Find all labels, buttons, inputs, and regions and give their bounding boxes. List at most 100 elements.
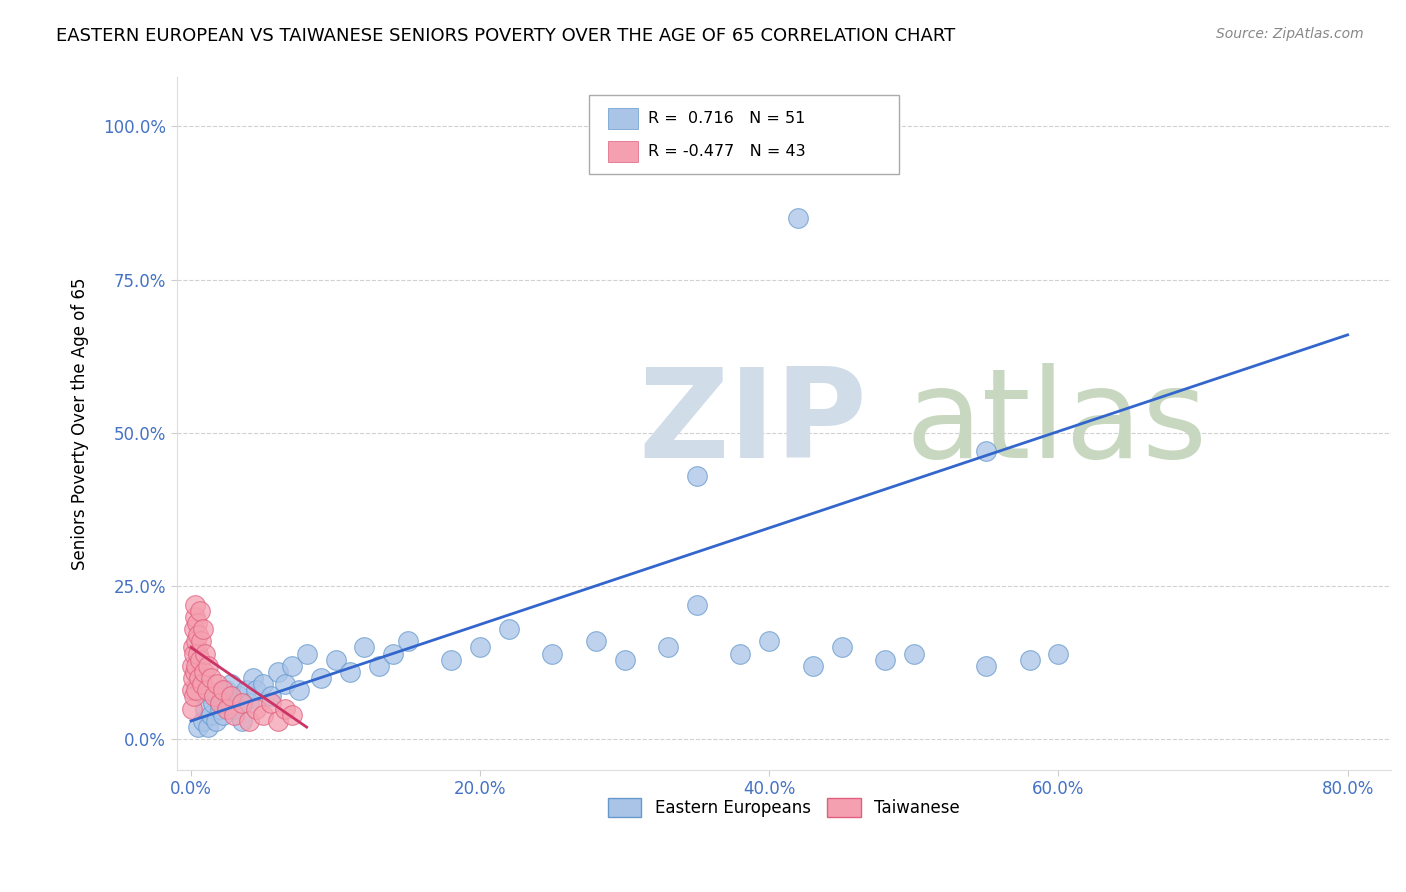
Point: [231, 696, 253, 710]
Point: [238, 714, 260, 728]
Point: [181, 702, 204, 716]
Point: [218, 696, 240, 710]
Point: [325, 653, 347, 667]
Point: [205, 690, 228, 704]
Point: [831, 640, 853, 655]
Point: [686, 468, 709, 483]
Y-axis label: Seniors Poverty Over the Age of 65: Seniors Poverty Over the Age of 65: [72, 277, 89, 570]
Point: [191, 622, 214, 636]
FancyBboxPatch shape: [607, 142, 638, 162]
Point: [228, 690, 250, 704]
FancyBboxPatch shape: [607, 108, 638, 128]
Point: [686, 598, 709, 612]
Point: [974, 444, 997, 458]
Point: [221, 677, 243, 691]
Text: ZIP: ZIP: [638, 363, 866, 484]
Text: R =  0.716   N = 51: R = 0.716 N = 51: [648, 111, 806, 126]
Point: [184, 634, 207, 648]
Point: [186, 647, 208, 661]
Point: [382, 647, 405, 661]
Point: [195, 683, 218, 698]
Point: [184, 665, 207, 679]
Point: [187, 628, 209, 642]
Point: [242, 671, 264, 685]
Point: [974, 658, 997, 673]
Point: [200, 707, 222, 722]
Point: [180, 683, 202, 698]
Point: [211, 707, 233, 722]
Point: [231, 714, 253, 728]
Point: [181, 658, 204, 673]
Point: [197, 658, 219, 673]
Point: [613, 653, 636, 667]
Point: [193, 665, 215, 679]
Point: [787, 211, 810, 226]
Point: [368, 658, 391, 673]
Text: Source: ZipAtlas.com: Source: ZipAtlas.com: [1216, 27, 1364, 41]
Point: [801, 658, 824, 673]
Point: [224, 702, 246, 716]
Point: [184, 598, 207, 612]
Legend: Eastern Europeans, Taiwanese: Eastern Europeans, Taiwanese: [602, 791, 966, 824]
Point: [201, 696, 224, 710]
Point: [274, 702, 297, 716]
Point: [873, 653, 896, 667]
Point: [440, 653, 463, 667]
Point: [288, 683, 311, 698]
Point: [221, 690, 243, 704]
Point: [470, 640, 492, 655]
Point: [183, 690, 205, 704]
Point: [190, 634, 212, 648]
Point: [188, 671, 211, 685]
Point: [202, 690, 225, 704]
Point: [281, 707, 304, 722]
Point: [183, 609, 205, 624]
Point: [1018, 653, 1040, 667]
Point: [252, 707, 274, 722]
Point: [188, 604, 211, 618]
Point: [186, 615, 208, 630]
Point: [183, 622, 205, 636]
Point: [295, 647, 318, 661]
Point: [208, 696, 231, 710]
Point: [215, 683, 238, 698]
Point: [252, 677, 274, 691]
Point: [245, 702, 267, 716]
Text: atlas: atlas: [905, 363, 1208, 484]
Point: [194, 702, 217, 716]
Point: [187, 720, 209, 734]
Point: [194, 647, 217, 661]
Point: [224, 707, 246, 722]
Point: [208, 702, 231, 716]
Point: [238, 696, 260, 710]
Point: [211, 683, 233, 698]
Point: [281, 658, 304, 673]
Point: [396, 634, 419, 648]
Point: [903, 647, 925, 661]
Point: [204, 714, 226, 728]
Point: [758, 634, 780, 648]
Point: [181, 671, 204, 685]
Text: R = -0.477   N = 43: R = -0.477 N = 43: [648, 145, 806, 160]
Point: [657, 640, 679, 655]
Point: [339, 665, 361, 679]
Point: [730, 647, 752, 661]
Point: [585, 634, 607, 648]
Point: [1047, 647, 1070, 661]
Point: [217, 702, 239, 716]
Point: [309, 671, 332, 685]
Point: [498, 622, 520, 636]
Point: [191, 677, 214, 691]
Point: [181, 640, 204, 655]
Point: [183, 647, 205, 661]
Point: [184, 683, 207, 698]
Point: [353, 640, 375, 655]
Point: [205, 677, 228, 691]
Point: [186, 658, 208, 673]
Point: [245, 683, 267, 698]
Point: [191, 714, 214, 728]
Point: [267, 665, 290, 679]
Point: [197, 720, 219, 734]
Point: [235, 683, 257, 698]
Point: [259, 696, 281, 710]
